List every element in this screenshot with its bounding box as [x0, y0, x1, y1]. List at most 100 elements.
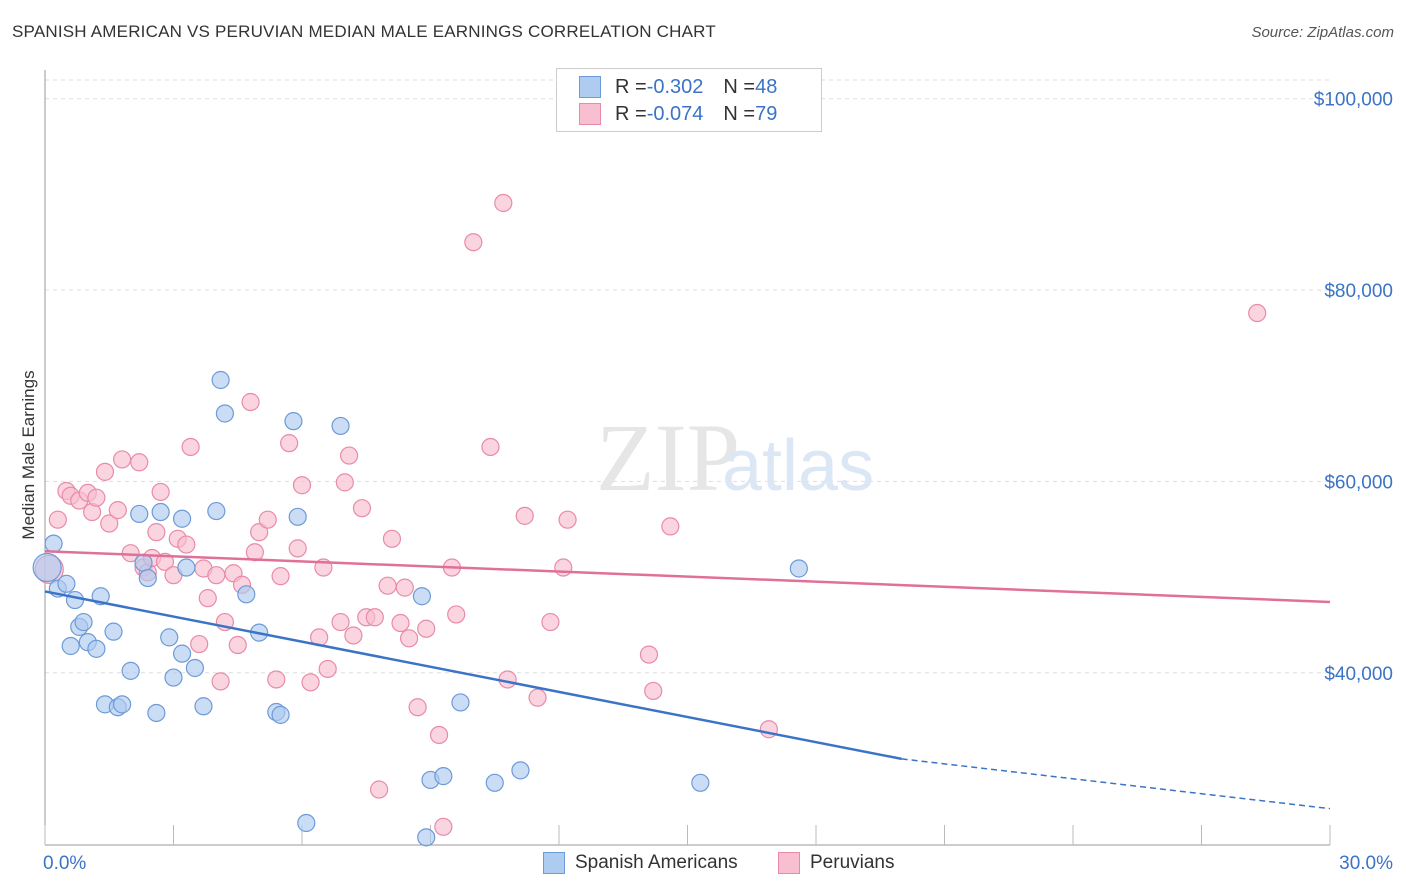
legend-n-value: 79	[755, 102, 778, 125]
data-point	[429, 725, 449, 745]
data-point	[138, 568, 157, 588]
data-point	[95, 462, 115, 481]
data-point	[185, 658, 205, 678]
data-point	[61, 636, 80, 656]
data-point	[434, 767, 453, 786]
data-point	[318, 659, 337, 679]
legend-r-value: -0.302	[646, 75, 704, 98]
trend-layer	[44, 550, 1331, 810]
data-point	[147, 523, 166, 542]
data-point	[340, 446, 359, 465]
legend-row-peruvians: R = -0.074 N = 79	[579, 102, 777, 126]
data-point	[515, 506, 534, 525]
data-point	[395, 578, 414, 597]
data-point	[541, 612, 560, 632]
data-point	[639, 645, 659, 664]
data-point	[151, 502, 170, 522]
data-point	[365, 608, 384, 627]
trend-line-extension	[901, 758, 1331, 810]
bottom-swatch-pink	[778, 852, 800, 874]
data-point	[292, 476, 312, 495]
data-point	[485, 773, 504, 792]
data-point	[207, 501, 226, 521]
data-point	[177, 535, 196, 554]
data-point	[344, 626, 363, 645]
label-layer: $40,000 $60,000 $80,000 $100,000 0.0% 30.0% Me…	[19, 90, 1393, 874]
y-axis-title: Median Male Earnings	[19, 370, 38, 539]
data-point	[644, 681, 663, 701]
data-point	[121, 661, 140, 680]
data-point	[280, 434, 299, 453]
data-point	[691, 773, 710, 792]
bottom-legend-spanish-americans: Spanish Americans	[543, 852, 738, 874]
trend-line-peruvians	[44, 550, 1331, 604]
data-point	[74, 612, 93, 632]
data-point	[511, 761, 530, 780]
chart-source: Source: ZipAtlas.com	[1251, 24, 1394, 41]
data-point	[207, 566, 226, 585]
data-point	[160, 628, 179, 647]
data-point	[417, 828, 436, 847]
axis-layer	[44, 70, 1331, 846]
data-point	[130, 504, 149, 524]
data-point	[151, 482, 170, 502]
legend-r-value: -0.074	[646, 102, 704, 125]
data-point	[65, 590, 85, 610]
data-point	[352, 499, 372, 518]
data-point	[228, 635, 247, 655]
data-point	[417, 619, 436, 638]
data-point	[301, 673, 320, 692]
data-point	[378, 576, 397, 595]
data-point	[32, 552, 62, 583]
data-point	[211, 672, 230, 691]
watermark-zip: ZIP	[596, 404, 740, 511]
series-peruvians	[34, 193, 1267, 836]
data-point	[87, 488, 106, 507]
data-point	[284, 412, 303, 431]
data-point	[155, 552, 175, 571]
data-point	[399, 629, 419, 648]
data-point	[528, 688, 547, 707]
data-point	[177, 558, 196, 577]
data-point	[48, 510, 67, 529]
data-point	[211, 370, 230, 390]
data-point	[267, 670, 286, 689]
data-point	[147, 703, 166, 723]
data-point	[412, 587, 432, 606]
data-point	[104, 622, 123, 641]
data-point	[451, 693, 470, 712]
bottom-legend-label: Peruvians	[810, 852, 895, 873]
y-tick-label: $40,000	[1324, 664, 1393, 685]
data-point	[215, 404, 234, 423]
legend-n-value: 48	[755, 75, 778, 98]
legend-swatch-blue	[579, 76, 601, 98]
data-point	[271, 567, 290, 586]
data-point	[408, 698, 427, 717]
data-point	[100, 514, 119, 533]
bottom-swatch-blue	[543, 852, 565, 874]
legend-swatch-pink	[579, 103, 601, 125]
data-point	[558, 510, 577, 529]
data-point	[391, 613, 410, 633]
data-point	[172, 509, 192, 528]
bottom-legend-peruvians: Peruvians	[778, 852, 895, 874]
data-point	[331, 612, 350, 632]
data-point	[250, 523, 269, 542]
data-point	[237, 585, 256, 604]
data-point	[271, 705, 290, 724]
bottom-legend-label: Spanish Americans	[575, 852, 738, 873]
data-point	[134, 553, 153, 572]
data-point	[87, 639, 106, 658]
y-tick-label: $60,000	[1324, 472, 1393, 493]
legend-r-label: R =	[615, 75, 647, 98]
data-point	[108, 501, 127, 520]
data-point	[554, 558, 573, 577]
x-tick-label: 30.0%	[1339, 853, 1393, 874]
series-spanish-americans	[32, 370, 808, 847]
y-tick-label: $80,000	[1324, 281, 1393, 302]
data-point	[44, 534, 63, 553]
data-point	[164, 668, 183, 687]
data-point	[335, 473, 354, 492]
data-point	[789, 559, 808, 578]
data-point	[661, 517, 680, 536]
